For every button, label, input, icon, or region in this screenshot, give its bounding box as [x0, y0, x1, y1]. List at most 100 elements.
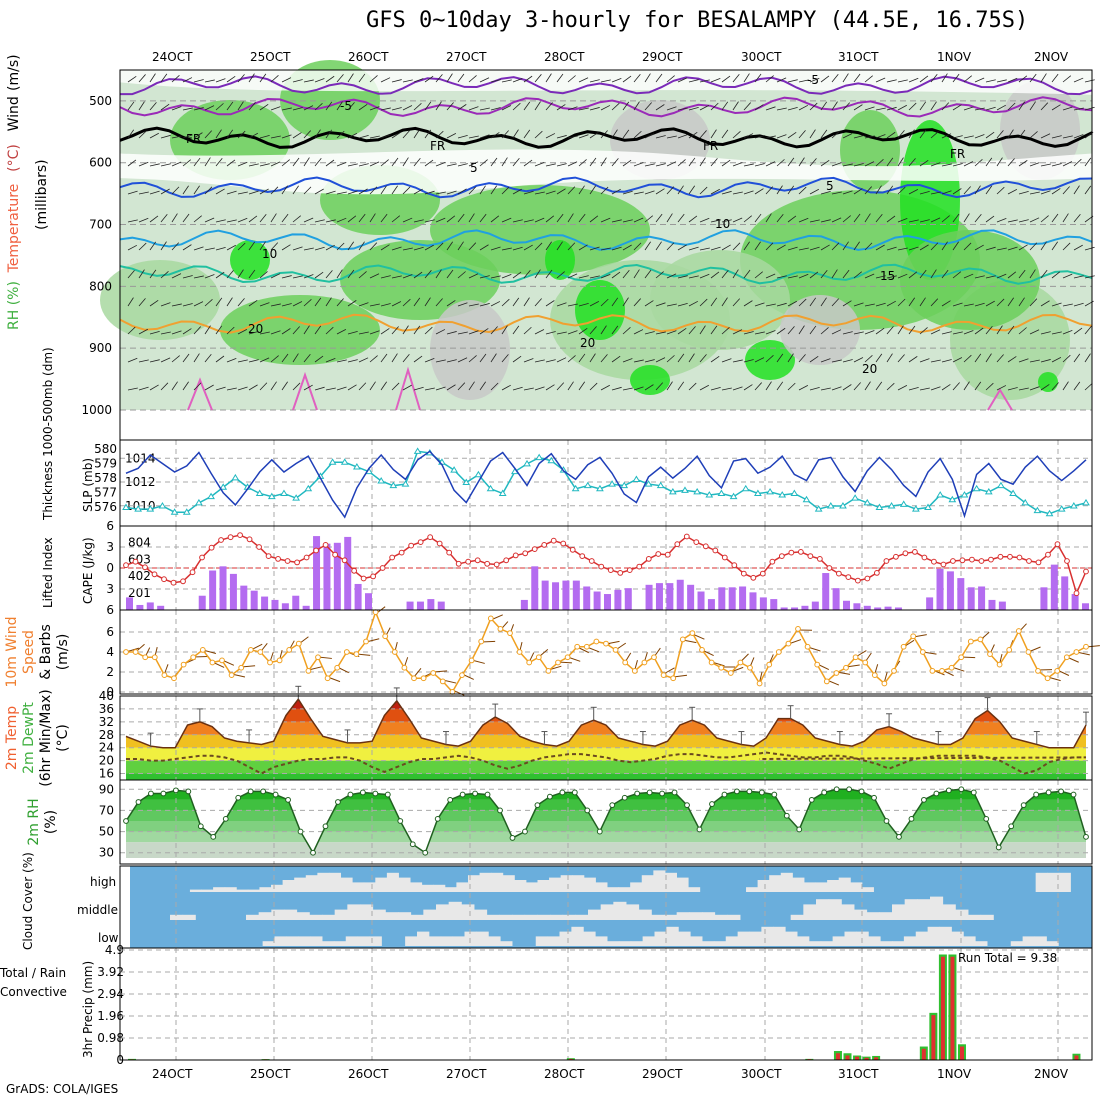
wind-barb	[358, 382, 367, 391]
rh-point	[484, 791, 491, 798]
wind-barb	[633, 217, 644, 223]
wind-barb	[567, 303, 578, 307]
wind-barb	[1062, 161, 1073, 167]
wind-barb	[281, 353, 289, 363]
contour-label: 10	[715, 217, 730, 231]
cloud-cell	[746, 887, 759, 892]
wind-barb	[457, 73, 465, 83]
wind-barb	[468, 330, 479, 335]
wind-barb	[666, 330, 677, 335]
wind-barb	[226, 357, 237, 363]
wind-barb	[545, 190, 556, 195]
lifted-index-point	[161, 576, 167, 583]
cloud-cell	[1035, 872, 1048, 892]
rh-shade	[575, 280, 625, 340]
cloud-cell	[428, 936, 442, 946]
wind-barb	[897, 130, 905, 139]
wind-barb	[853, 163, 864, 167]
cloud-cell	[405, 936, 418, 946]
wind-barb	[787, 79, 798, 83]
wind-barb	[600, 273, 611, 279]
wind-barb	[314, 188, 324, 195]
cloud-cell	[182, 914, 196, 920]
wind-barb	[666, 242, 675, 251]
lifted-index-point	[750, 574, 757, 581]
wind-barb	[578, 159, 587, 167]
cape-bar	[136, 604, 144, 610]
wind-barb	[985, 326, 993, 335]
temperature-contour	[119, 126, 1093, 149]
wind-barb	[138, 161, 149, 167]
wind-speed-point	[267, 659, 273, 666]
lifted-index-point	[969, 556, 975, 563]
wind-barb	[523, 244, 533, 251]
wind-barb	[1018, 297, 1025, 307]
lifted-index-point	[199, 554, 205, 561]
wind-barb	[336, 191, 347, 195]
wind-speed-point	[699, 647, 705, 653]
wind-barb	[688, 215, 698, 223]
contour-label: FR	[703, 139, 718, 153]
wind-barb	[1073, 244, 1083, 251]
wind-barb	[556, 241, 563, 251]
wind-barb	[974, 327, 984, 335]
wind-barb	[699, 298, 708, 307]
wind-barb	[908, 246, 919, 251]
cape-bar	[406, 601, 414, 610]
wind-barb	[919, 160, 929, 167]
wind-barb	[523, 219, 534, 223]
wind-barb	[985, 157, 993, 167]
wind-barb	[644, 359, 655, 363]
wind-barb	[402, 325, 409, 335]
wind-barb	[270, 242, 279, 251]
lifted-index-point	[731, 562, 738, 569]
wind-barb	[578, 303, 589, 307]
rh-shade	[650, 250, 790, 350]
wind-barb	[787, 275, 798, 279]
cloud-cell	[433, 884, 446, 892]
cape-bar	[998, 601, 1006, 610]
temperature-contour	[119, 313, 1093, 334]
wind-barb	[237, 242, 246, 251]
wind-barb	[974, 353, 982, 363]
chart-title: GFS 0~10day 3-hourly for BESALAMPY (44.5…	[366, 8, 1029, 33]
wind-barb	[776, 327, 786, 335]
wind-barb	[193, 246, 204, 251]
wind-barb	[457, 271, 466, 279]
wind-barb	[1062, 381, 1069, 391]
wind-barb	[1073, 185, 1080, 195]
rh-point	[709, 801, 715, 807]
lifted-index-point	[883, 558, 890, 564]
temp-tick: 16	[99, 767, 114, 781]
wind-barb	[325, 270, 333, 279]
wind-barb	[292, 185, 299, 195]
wind-barb	[622, 244, 632, 251]
cloud-cell	[630, 882, 643, 892]
wind-speed-point	[209, 659, 216, 666]
thickness-point	[328, 458, 337, 465]
wind-barb	[644, 331, 655, 335]
wind-barb	[677, 134, 688, 139]
precip-convective-bar	[568, 1058, 573, 1060]
lifted-index-point	[265, 553, 272, 559]
wind-barb	[523, 297, 530, 307]
wind-barb	[457, 104, 467, 111]
wind-speed-point	[1063, 654, 1070, 661]
wind-barb	[523, 387, 534, 391]
rh-point	[1045, 789, 1052, 796]
wind-barb	[600, 354, 608, 363]
wind-barb	[303, 186, 312, 195]
cloud-cell	[797, 936, 810, 946]
cloud-cell	[880, 941, 893, 946]
thickness-point	[984, 487, 993, 495]
wind-barb	[1007, 387, 1018, 391]
wind-barb	[259, 331, 270, 335]
wind-barb	[182, 353, 190, 363]
wind-barb	[193, 132, 203, 139]
wind-barb	[611, 129, 618, 139]
panel-frame	[119, 947, 1093, 1061]
wind-barb	[754, 73, 762, 83]
wind-barb	[314, 325, 322, 335]
wind-barb	[941, 190, 952, 195]
wind-barb	[127, 326, 136, 335]
